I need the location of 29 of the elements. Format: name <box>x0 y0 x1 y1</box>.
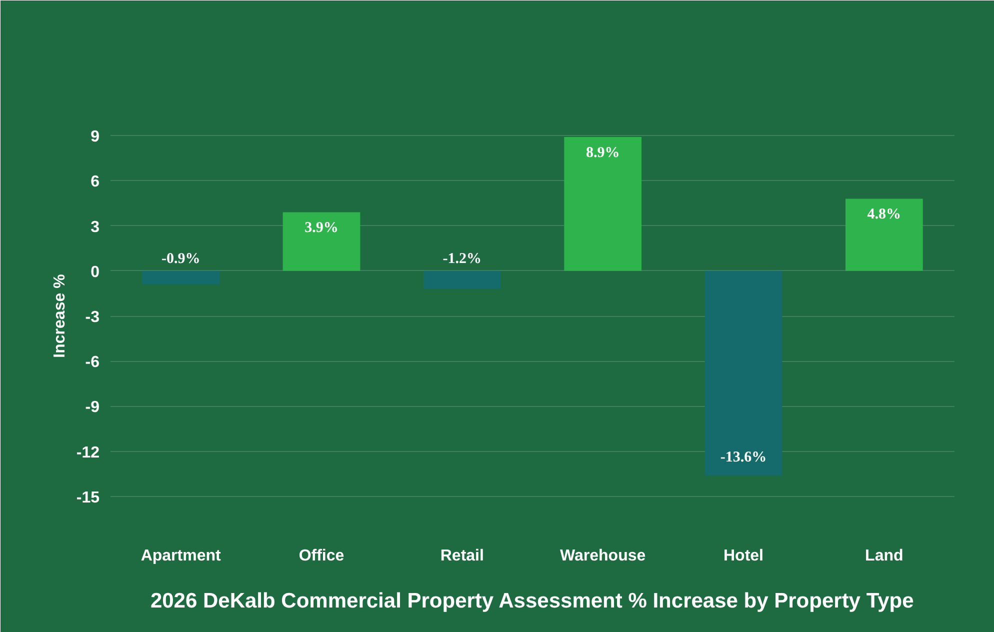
y-tick-label: -6 <box>85 354 100 372</box>
text: 2026 DeKalb Commercial Property Assessment % Increase by Property Type <box>150 590 914 612</box>
data-label: 4.8% <box>867 206 902 223</box>
bar <box>704 270 782 476</box>
x-tick-label: Retail <box>440 548 484 564</box>
x-tick-label: Warehouse <box>560 548 646 564</box>
x-tick-label: Land <box>865 548 904 564</box>
y-tick-label: -15 <box>76 489 100 506</box>
data-label: -1.2% <box>442 250 482 267</box>
y-axis-title: Increase % <box>51 274 68 358</box>
bar <box>282 212 360 271</box>
y-tick-label: -12 <box>76 444 100 462</box>
x-tick-label: Hotel <box>724 548 764 564</box>
bar <box>564 137 642 271</box>
bar <box>423 270 501 289</box>
data-label: -0.9% <box>161 250 200 267</box>
y-tick-label: 9 <box>90 128 100 146</box>
data-label: -13.6% <box>720 449 767 466</box>
y-tick-label: 0 <box>90 264 100 281</box>
y-tick-label: -9 <box>85 399 100 416</box>
y-tick-label: -3 <box>85 309 100 326</box>
x-tick-label: Office <box>298 548 344 564</box>
data-label: 8.9% <box>586 145 620 162</box>
bar <box>845 198 923 271</box>
x-tick-label: Apartment <box>140 548 222 564</box>
y-tick-label: 3 <box>90 218 100 236</box>
bar <box>142 270 220 284</box>
data-label: 3.9% <box>304 220 338 236</box>
y-tick-label: 6 <box>90 174 100 191</box>
